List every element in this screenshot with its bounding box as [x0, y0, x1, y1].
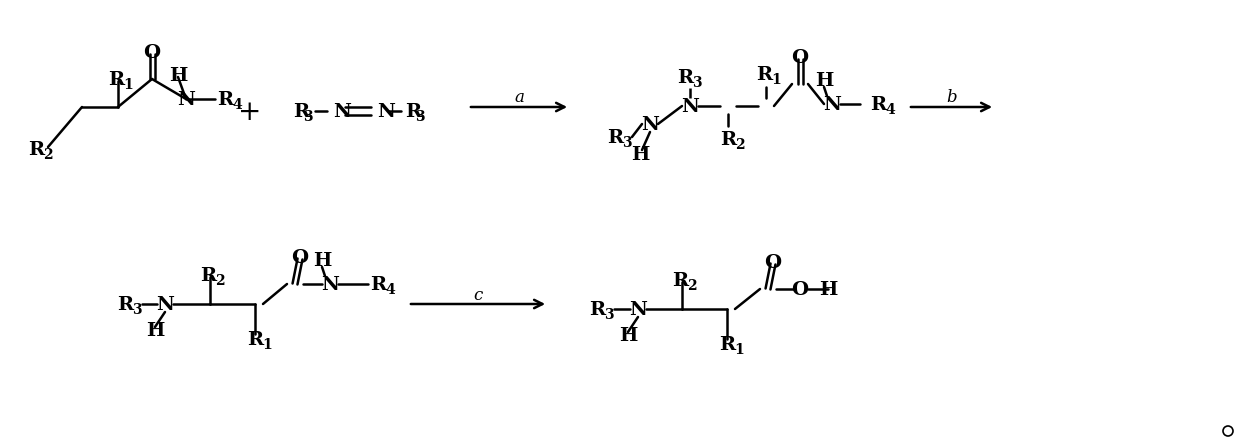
Text: R: R: [370, 276, 386, 293]
Text: H: H: [169, 67, 187, 85]
Text: N: N: [641, 116, 658, 134]
Text: O: O: [144, 44, 160, 62]
Text: 3: 3: [622, 136, 631, 150]
Text: +: +: [238, 98, 262, 125]
Text: R: R: [756, 66, 773, 84]
Text: 3: 3: [131, 302, 141, 316]
Text: R: R: [200, 266, 216, 284]
Text: 3: 3: [303, 110, 312, 124]
Text: 1: 1: [123, 78, 133, 92]
Text: H: H: [312, 251, 331, 269]
Text: R: R: [108, 71, 124, 89]
Text: H: H: [619, 326, 637, 344]
Text: R: R: [247, 330, 263, 348]
Text: a: a: [515, 89, 525, 106]
Text: R: R: [672, 272, 688, 290]
Text: c: c: [474, 286, 482, 303]
Text: R: R: [870, 96, 887, 114]
Text: N: N: [334, 103, 351, 121]
Text: 3: 3: [692, 76, 702, 90]
Text: R: R: [405, 103, 422, 121]
Text: 1: 1: [262, 337, 272, 351]
Text: N: N: [377, 103, 394, 121]
Text: 3: 3: [604, 307, 614, 321]
Text: N: N: [681, 98, 699, 116]
Text: 4: 4: [232, 98, 242, 112]
Text: R: R: [720, 131, 737, 148]
Text: O: O: [791, 280, 808, 298]
Text: 2: 2: [687, 279, 697, 292]
Text: R: R: [606, 129, 622, 147]
Text: 1: 1: [734, 342, 744, 356]
Text: R: R: [677, 69, 693, 87]
Text: N: N: [321, 276, 339, 293]
Text: H: H: [631, 146, 650, 164]
Text: H: H: [146, 321, 164, 339]
Text: 2: 2: [735, 138, 745, 152]
Text: b: b: [946, 89, 957, 106]
Text: R: R: [117, 295, 133, 313]
Text: 2: 2: [215, 273, 224, 287]
Text: 4: 4: [885, 103, 895, 117]
Text: H: H: [815, 72, 833, 90]
Text: N: N: [177, 91, 195, 109]
Text: N: N: [629, 300, 647, 318]
Text: N: N: [156, 295, 174, 313]
Text: N: N: [823, 96, 841, 114]
Text: R: R: [29, 141, 45, 159]
Text: O: O: [791, 49, 808, 67]
Text: H: H: [818, 280, 837, 298]
Text: O: O: [764, 254, 781, 272]
Text: R: R: [589, 300, 605, 318]
Text: R: R: [293, 103, 309, 121]
Text: R: R: [719, 335, 735, 353]
Text: O: O: [291, 248, 309, 266]
Text: 1: 1: [771, 73, 781, 87]
Text: 2: 2: [43, 148, 52, 162]
Text: 4: 4: [384, 283, 394, 297]
Text: 3: 3: [415, 110, 424, 124]
Text: R: R: [217, 91, 233, 109]
